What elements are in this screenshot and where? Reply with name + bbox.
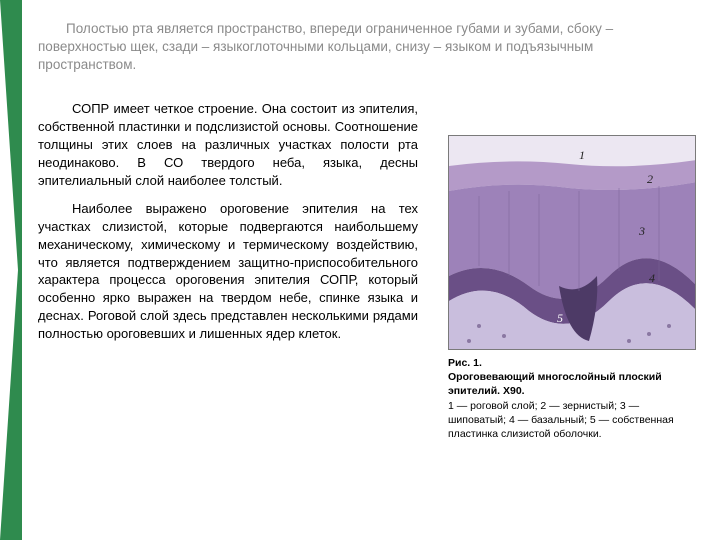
body-column: СОПР имеет четкое строение. Она состоит … bbox=[38, 100, 418, 353]
figure-caption-number: Рис. 1. bbox=[448, 356, 698, 370]
figure-block: 1 2 3 4 5 Рис. 1. Ороговевающий многосло… bbox=[448, 135, 698, 441]
histology-label-3: 3 bbox=[639, 224, 645, 239]
figure-caption: Рис. 1. Ороговевающий многослойный плоск… bbox=[448, 356, 698, 441]
histology-label-5: 5 bbox=[557, 311, 563, 326]
histology-label-4: 4 bbox=[649, 271, 655, 286]
figure-caption-title: Ороговевающий многослойный плоский эпите… bbox=[448, 370, 698, 398]
histology-label-2: 2 bbox=[647, 172, 653, 187]
slide-accent bbox=[0, 0, 22, 540]
histology-image: 1 2 3 4 5 bbox=[448, 135, 696, 350]
figure-caption-legend: 1 — роговой слой; 2 — зернистый; 3 — шип… bbox=[448, 399, 698, 442]
body-paragraph-1: СОПР имеет четкое строение. Она состоит … bbox=[38, 100, 418, 190]
intro-paragraph: Полостью рта является пространство, впер… bbox=[38, 20, 688, 75]
histology-label-1: 1 bbox=[579, 148, 585, 163]
body-paragraph-2: Наиболее выражено ороговение эпителия на… bbox=[38, 200, 418, 344]
